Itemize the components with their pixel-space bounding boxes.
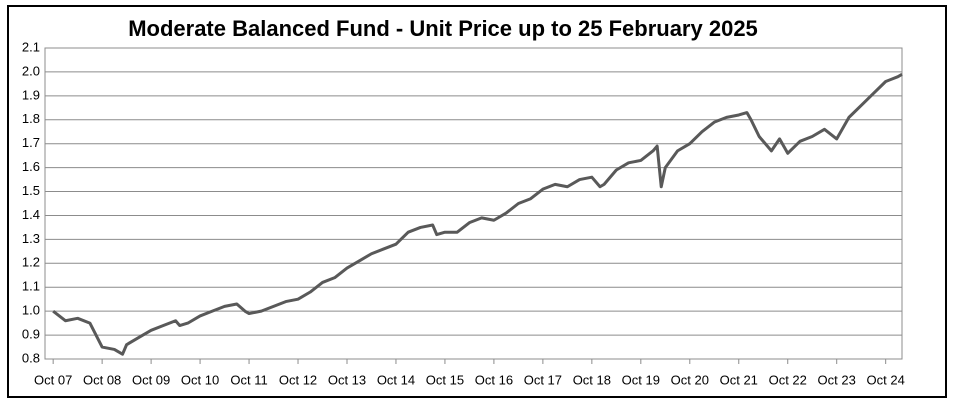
frame xyxy=(7,5,947,398)
x-tick-label: Oct 20 xyxy=(671,372,709,387)
y-tick-label: 1.2 xyxy=(22,255,40,270)
x-tick-label: Oct 13 xyxy=(328,372,366,387)
x-tick-label: Oct 07 xyxy=(34,372,72,387)
y-tick-label: 1.6 xyxy=(22,159,40,174)
x-tick-label: Oct 23 xyxy=(818,372,856,387)
x-tick-label: Oct 12 xyxy=(279,372,317,387)
y-tick-label: 1.4 xyxy=(22,207,40,222)
x-tick-label: Oct 17 xyxy=(524,372,562,387)
y-tick-label: 0.9 xyxy=(22,327,40,342)
plot-border xyxy=(44,47,903,360)
y-tick-label: 0.8 xyxy=(22,350,40,365)
y-tick-label: 1.0 xyxy=(22,303,40,318)
x-tick-label: Oct 09 xyxy=(132,372,170,387)
x-tick-label: Oct 15 xyxy=(426,372,464,387)
y-tick-label: 1.7 xyxy=(22,135,40,150)
x-tick-label: Oct 10 xyxy=(181,372,219,387)
x-tick-label: Oct 14 xyxy=(377,372,415,387)
x-tick-label: Oct 24 xyxy=(867,372,905,387)
y-tick-label: 1.3 xyxy=(22,231,40,246)
y-tick-label: 1.1 xyxy=(22,279,40,294)
y-tick-label: 2.0 xyxy=(22,63,40,78)
y-tick-label: 1.8 xyxy=(22,111,40,126)
x-tick-label: Oct 08 xyxy=(83,372,121,387)
y-tick-label: 1.5 xyxy=(22,183,40,198)
x-tick-label: Oct 11 xyxy=(230,372,267,387)
price-line xyxy=(52,73,903,356)
x-tick-label: Oct 19 xyxy=(622,372,660,387)
x-tick-label: Oct 18 xyxy=(573,372,611,387)
x-tick-label: Oct 21 xyxy=(720,372,758,387)
x-tick-label: Oct 22 xyxy=(769,372,807,387)
x-tick-label: Oct 16 xyxy=(475,372,513,387)
chart-title: Moderate Balanced Fund - Unit Price up t… xyxy=(128,16,758,41)
y-tick-label: 1.9 xyxy=(22,87,40,102)
y-tick-label: 2.1 xyxy=(22,39,40,54)
